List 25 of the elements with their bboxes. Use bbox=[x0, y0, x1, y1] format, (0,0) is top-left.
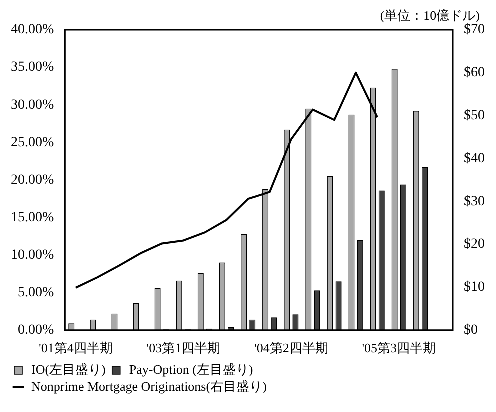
y-tick-label: 0.00% bbox=[18, 323, 54, 338]
y2-tick-label: $40 bbox=[464, 151, 485, 166]
x-tick-label: '03第1四半期 bbox=[146, 340, 221, 356]
y2-tick-label: $10 bbox=[464, 280, 485, 296]
x-tick-label: '04第2四半期 bbox=[254, 340, 328, 356]
legend-label: Pay-Option (左目盛り) bbox=[129, 362, 254, 377]
y-tick-label: 10.00% bbox=[10, 248, 54, 263]
text: (単位：10億ドル) bbox=[380, 8, 480, 23]
y2-tick-label: $0 bbox=[464, 323, 478, 338]
y2-tick-label: $20 bbox=[464, 237, 485, 252]
y-tick-label: 20.00% bbox=[10, 172, 54, 188]
y2-tick-label: $70 bbox=[464, 22, 485, 38]
y2-tick-label: $30 bbox=[464, 194, 485, 210]
x-tick-label: '01第4四半期 bbox=[39, 340, 113, 356]
y-tick-label: 15.00% bbox=[10, 210, 54, 226]
y-tick-label: 5.00% bbox=[18, 286, 54, 301]
y-tick-label: 40.00% bbox=[10, 22, 54, 38]
legend-label: Nonprime Mortgage Originations(右目盛り) bbox=[32, 378, 267, 394]
y2-tick-label: $50 bbox=[464, 108, 485, 124]
x-tick-label: '05第3四半期 bbox=[362, 340, 436, 356]
y-tick-label: 30.00% bbox=[10, 98, 54, 113]
y-tick-label: 35.00% bbox=[10, 60, 54, 76]
y-tick-label: 25.00% bbox=[10, 135, 54, 150]
y2-tick-label: $60 bbox=[464, 66, 485, 81]
legend-label: IO(左目盛り) bbox=[32, 362, 106, 377]
